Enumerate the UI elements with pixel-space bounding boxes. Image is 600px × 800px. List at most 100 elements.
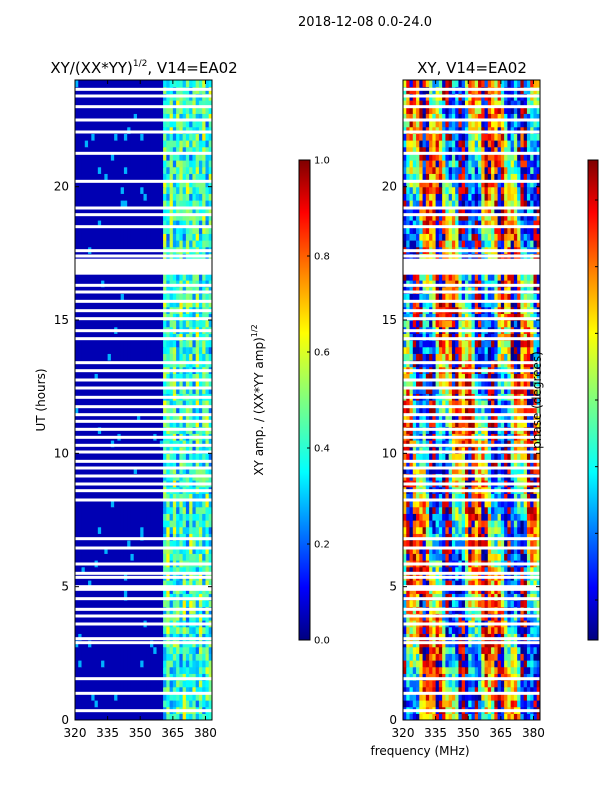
heatmap-cell xyxy=(208,580,212,588)
heatmap-cell xyxy=(494,600,499,608)
heatmap-cell xyxy=(91,580,96,588)
flagged-row xyxy=(75,369,212,373)
heatmap-cell xyxy=(114,673,118,681)
heatmap-cell xyxy=(88,226,92,234)
heatmap-cell xyxy=(455,626,460,634)
heatmap-cell xyxy=(91,600,96,608)
heatmap-cell xyxy=(136,546,141,554)
heatmap-cell xyxy=(208,140,212,148)
heatmap-cell xyxy=(182,213,187,221)
heatmap-cell xyxy=(81,553,86,561)
heatmap-cell xyxy=(159,100,164,108)
heatmap-cell xyxy=(78,460,83,468)
heatmap-cell xyxy=(110,686,115,694)
heatmap-cell xyxy=(140,293,145,301)
heatmap-cell xyxy=(176,513,180,521)
heatmap-cell xyxy=(176,300,180,308)
heatmap-cell xyxy=(189,660,194,668)
heatmap-cell xyxy=(153,280,158,288)
heatmap-cell xyxy=(172,320,177,328)
heatmap-cell xyxy=(166,113,171,121)
heatmap-cell xyxy=(114,520,118,528)
heatmap-cell xyxy=(172,533,177,541)
heatmap-cell xyxy=(205,373,210,381)
heatmap-cell xyxy=(97,293,102,301)
heatmap-cell xyxy=(513,646,518,654)
heatmap-cell xyxy=(192,553,197,561)
heatmap-cell xyxy=(176,140,180,148)
heatmap-cell xyxy=(127,273,132,281)
heatmap-cell xyxy=(104,500,109,508)
heatmap-cell xyxy=(84,113,89,121)
heatmap-cell xyxy=(494,680,499,688)
heatmap-cell xyxy=(409,713,414,720)
heatmap-cell xyxy=(159,460,164,468)
heatmap-cell xyxy=(409,673,414,681)
heatmap-cell xyxy=(78,386,83,394)
heatmap-cell xyxy=(156,546,161,554)
heatmap-cell xyxy=(425,673,430,681)
heatmap-cell xyxy=(166,213,171,221)
heatmap-cell xyxy=(140,673,145,681)
heatmap-cell xyxy=(153,273,158,281)
heatmap-cell xyxy=(205,153,210,161)
heatmap-cell xyxy=(166,226,171,234)
heatmap-cell xyxy=(507,593,512,601)
heatmap-cell xyxy=(88,506,92,514)
heatmap-cell xyxy=(110,333,115,341)
heatmap-cell xyxy=(110,453,115,461)
heatmap-cell xyxy=(163,693,167,701)
heatmap-cell xyxy=(120,100,125,108)
heatmap-cell xyxy=(205,140,210,148)
heatmap-cell xyxy=(136,540,141,548)
heatmap-cell xyxy=(97,153,102,161)
heatmap-cell xyxy=(107,520,112,528)
heatmap-cell xyxy=(176,346,180,354)
heatmap-cell xyxy=(123,126,128,134)
heatmap-cell xyxy=(136,513,141,521)
heatmap-cell xyxy=(84,626,89,634)
heatmap-cell xyxy=(150,380,154,388)
heatmap-cell xyxy=(208,160,212,168)
heatmap-cell xyxy=(101,126,105,134)
heatmap-cell xyxy=(88,220,92,228)
heatmap-cell xyxy=(146,273,151,281)
heatmap-cell xyxy=(75,193,79,201)
heatmap-cell xyxy=(153,286,158,294)
heatmap-cell xyxy=(127,353,132,361)
heatmap-cell xyxy=(471,680,476,688)
heatmap-cell xyxy=(185,300,190,308)
heatmap-cell xyxy=(143,646,148,654)
heatmap-cell xyxy=(182,666,187,674)
heatmap-cell xyxy=(179,500,184,508)
heatmap-cell xyxy=(425,633,430,641)
heatmap-cell xyxy=(195,553,200,561)
heatmap-cell xyxy=(114,180,118,188)
heatmap-cell xyxy=(156,466,161,474)
heatmap-cell xyxy=(110,693,115,701)
heatmap-cell xyxy=(150,100,154,108)
heatmap-cell xyxy=(445,633,450,641)
heatmap-cell xyxy=(432,653,437,661)
heatmap-cell xyxy=(143,420,148,428)
heatmap-cell xyxy=(78,420,83,428)
heatmap-cell xyxy=(455,686,460,694)
heatmap-cell xyxy=(146,133,151,141)
heatmap-cell xyxy=(491,633,495,641)
heatmap-cell xyxy=(435,580,440,588)
heatmap-cell xyxy=(130,673,135,681)
heatmap-cell xyxy=(185,713,190,720)
heatmap-cell xyxy=(130,580,135,588)
heatmap-cell xyxy=(533,660,538,668)
heatmap-cell xyxy=(123,273,128,281)
heatmap-cell xyxy=(133,600,138,608)
heatmap-cell xyxy=(120,493,125,501)
heatmap-cell xyxy=(101,346,105,354)
heatmap-cell xyxy=(84,500,89,508)
heatmap-cell xyxy=(117,106,122,114)
heatmap-cell xyxy=(176,440,180,448)
heatmap-cell xyxy=(84,206,89,214)
heatmap-cell xyxy=(143,373,148,381)
heatmap-cell xyxy=(526,626,531,634)
heatmap-cell xyxy=(88,600,92,608)
